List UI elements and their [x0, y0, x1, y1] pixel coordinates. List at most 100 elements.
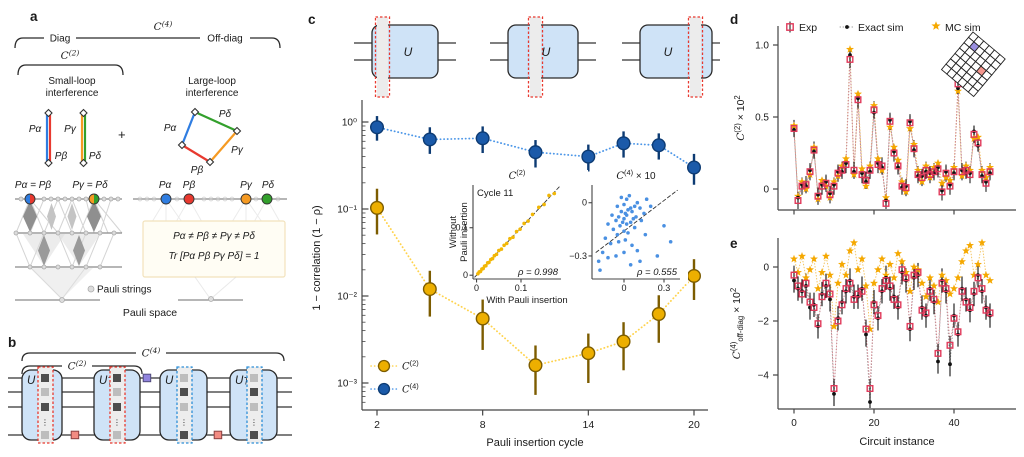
pauli-insertion-square-pink [70, 430, 80, 440]
u-gate-label: U [542, 45, 551, 59]
c2-bracket [17, 64, 124, 76]
small-loop-diagram: Pα Pβ Pγ Pδ [29, 108, 102, 168]
qubit-grid-inset [940, 31, 1006, 98]
svg-text:−2: −2 [758, 317, 770, 328]
svg-text:1.0: 1.0 [755, 41, 769, 52]
large-loop-diagram: Pα Pδ Pγ Pβ [164, 107, 244, 176]
panel-a-label: a [30, 9, 38, 24]
svg-text:14: 14 [582, 419, 594, 431]
svg-text:0: 0 [474, 283, 479, 293]
c4-label: C(4) [142, 346, 161, 360]
p-delta-label: Pδ [89, 151, 102, 162]
svg-text:8: 8 [480, 419, 486, 431]
svg-text:C(2): C(2) [509, 168, 526, 182]
p-beta-label: Pβ [191, 165, 204, 176]
svg-text:0: 0 [763, 263, 769, 274]
unitary-box-left-insertion: U [354, 16, 456, 98]
unitary-box-middle-insertion: U [490, 16, 596, 98]
c2-label: C(2) [68, 359, 87, 373]
pauli-trace-identity: Tr [Pα Pβ Pγ Pδ] = 1 [169, 251, 260, 262]
circuit-block-u3: U ⋮ [159, 366, 208, 444]
correlation-vs-cycle-plot: 10⁰ 10⁻¹ 10⁻² 10⁻³ 2 8 14 20 Pauli insertion cyc… [311, 100, 708, 449]
panel-b: b C(4) C(2) U ⋮ U† ⋮ U ⋮ U† ⋮ [8, 335, 292, 444]
c2-label: C(2) [61, 49, 80, 63]
svg-text:Exp: Exp [799, 22, 817, 34]
c2-correlation-inset: 0 0.1 0 0.1 C(2) ρ = 0.998 Cycle 11 Without Paul… [448, 168, 588, 306]
p-gamma-label: Pγ [64, 124, 77, 135]
large-loop-title2: interference [186, 88, 239, 99]
svg-text:10⁻²: 10⁻² [337, 292, 357, 303]
c4-label: C(4) [154, 20, 173, 34]
svg-text:20: 20 [868, 418, 880, 429]
offdiag-label: Off-diag [207, 34, 242, 45]
svg-text:10⁻³: 10⁻³ [337, 379, 357, 390]
p-alpha-label: Pα [29, 124, 42, 135]
u-gate-label: U [664, 45, 673, 59]
c4-bracket [21, 352, 285, 362]
diag-label: Diag [50, 34, 71, 45]
svg-text:2: 2 [374, 419, 380, 431]
svg-text:−0.3: −0.3 [569, 251, 587, 261]
svg-text:20: 20 [688, 419, 700, 431]
svg-text:Cycle 11: Cycle 11 [477, 188, 513, 199]
unitary-box-right-insertion: U [622, 16, 720, 98]
svg-text:0: 0 [791, 418, 797, 429]
svg-text:C(4)off-diag × 102: C(4)off-diag × 102 [729, 288, 745, 359]
svg-text:C(2) × 102: C(2) × 102 [733, 95, 747, 141]
svg-text:ρ = 0.555: ρ = 0.555 [636, 267, 678, 278]
svg-text:With Pauli insertion: With Pauli insertion [486, 295, 567, 306]
svg-text:C(2): C(2) [402, 359, 419, 373]
svg-text:0.1: 0.1 [515, 283, 528, 293]
pauli-space-network-right: Pα ≠ Pβ ≠ Pγ ≠ Pδ Tr [Pα Pβ Pγ Pδ] = 1 [133, 193, 287, 302]
small-loop-title2: interference [46, 88, 99, 99]
p-beta-label: Pβ [183, 180, 196, 191]
svg-text:C(4): C(4) [402, 382, 419, 396]
plus-sign: + [118, 127, 126, 142]
panel-b-label: b [8, 335, 16, 350]
ellipsis-icon: ⋮ [180, 418, 188, 427]
large-loop-title: Large-loop [188, 76, 236, 87]
svg-text:Pauli insertion: Pauli insertion [459, 202, 470, 262]
c4-offdiag-per-instance-plot: 0 −2 −4 0 20 40 Circuit instance C(4)off-diag ×… [729, 238, 1016, 448]
u-gate-label: U [404, 45, 413, 59]
panel-e-label: e [730, 236, 738, 251]
svg-text:0: 0 [463, 270, 468, 280]
panel-c-label: c [308, 12, 316, 27]
circuit-block-u4-dagger: U† ⋮ [229, 366, 278, 444]
u-gate-label: U [165, 375, 174, 387]
p-alpha-label: Pα [164, 123, 177, 134]
ellipsis-icon: ⋮ [41, 418, 49, 427]
svg-text:10⁰: 10⁰ [342, 118, 357, 129]
panel-a: a C(4) Diag Off-diag C(2) Small-loop int… [13, 9, 287, 319]
c2-per-instance-plot: 1.0 0.5 0 C(2) × 102 Exp Exact sim MC sim [733, 21, 1016, 215]
svg-text:MC sim: MC sim [945, 22, 981, 34]
ellipsis-icon: ⋮ [113, 418, 121, 427]
circuit-block-u2-dagger: U† ⋮ [93, 366, 141, 444]
dual-pauli-node-gamma-delta [88, 193, 100, 205]
pauli-insertion-square-pink [213, 430, 223, 440]
small-loop-title: Small-loop [48, 76, 96, 87]
dual-pauli-node-alpha-beta [24, 193, 36, 205]
c4-correlation-inset: 0 0.3 0 −0.3 C(4) × 10 ρ = 0.555 [569, 168, 688, 293]
pauli-space-network-left [13, 196, 123, 303]
pauli-inequality: Pα ≠ Pβ ≠ Pγ ≠ Pδ [173, 231, 255, 242]
pauli-space-caption: Pauli space [123, 307, 177, 319]
p-delta-label: Pδ [219, 109, 232, 120]
u-gate-label: U [27, 375, 36, 387]
svg-text:Without: Without [448, 216, 459, 249]
p-delta-label: Pδ [262, 180, 275, 191]
svg-text:Pauli insertion cycle: Pauli insertion cycle [486, 437, 583, 449]
p-gamma-label: Pγ [240, 180, 253, 191]
svg-text:0.5: 0.5 [755, 113, 769, 124]
pauli-strings-legend: Pauli strings [97, 285, 151, 296]
svg-text:1 − correlation (1 − ρ): 1 − correlation (1 − ρ) [311, 205, 323, 310]
p-beta-label: Pβ [55, 151, 68, 162]
c2-bracket [21, 365, 143, 375]
panel-e: e 0 −2 −4 0 20 40 Circuit instance C(4)off-diag… [729, 236, 1016, 448]
p-gamma-label: Pγ [231, 145, 244, 156]
pauli-insertion-square-purple [142, 373, 152, 383]
svg-text:0: 0 [763, 185, 769, 196]
svg-text:0: 0 [582, 198, 587, 208]
pauli-string-legend-marker [87, 285, 95, 293]
equal-pauli-label: Pγ = Pδ [72, 180, 108, 191]
